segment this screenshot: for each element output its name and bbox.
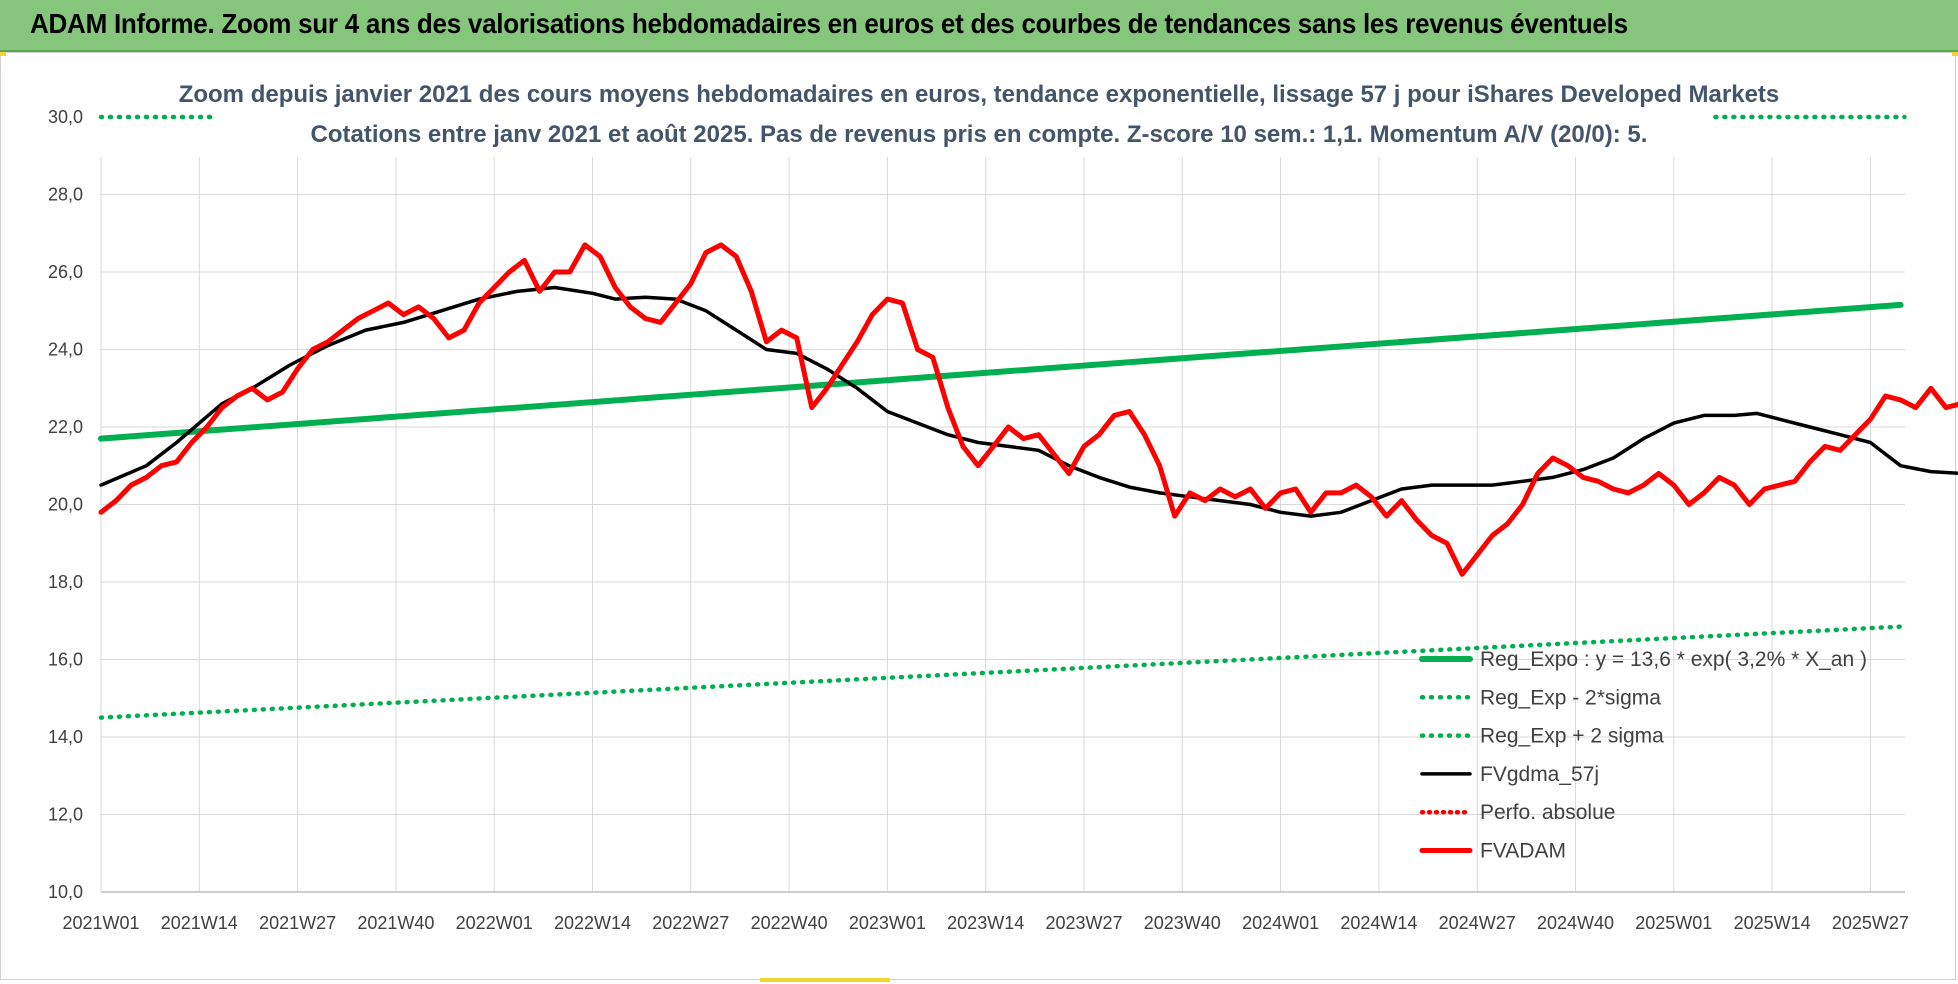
- y-tick-label: 22,0: [48, 417, 83, 437]
- x-tick-label: 2023W27: [1045, 913, 1122, 933]
- y-tick-label: 24,0: [48, 340, 83, 360]
- chart-grid: [100, 157, 1905, 893]
- x-tick-label: 2025W14: [1734, 913, 1811, 933]
- x-axis-labels: 2021W01 2021W14 2021W27 2021W40 2022W01 2022W…: [62, 913, 1908, 933]
- y-tick-label: 20,0: [48, 495, 83, 515]
- series-line-fvadam: [98, 242, 1958, 577]
- series-line-fvgdma-57j: [99, 285, 1958, 518]
- legend-label: Reg_Exp - 2*sigma: [1480, 686, 1661, 709]
- y-tick-label: 28,0: [48, 185, 83, 205]
- bottom-accent: [760, 978, 890, 982]
- x-tick-label: 2022W14: [554, 913, 631, 933]
- x-tick-label: 2023W01: [849, 913, 926, 933]
- y-tick-label: 16,0: [48, 650, 83, 670]
- x-tick-label: 2021W40: [357, 913, 434, 933]
- y-tick-label: 10,0: [48, 882, 83, 902]
- x-tick-label: 2023W40: [1144, 913, 1221, 933]
- x-tick-label: 2023W14: [947, 913, 1024, 933]
- legend-label: Reg_Expo : y = 13,6 * exp( 3,2% * X_an ): [1480, 648, 1867, 671]
- x-tick-label: 2024W01: [1242, 913, 1319, 933]
- y-tick-label: 12,0: [48, 805, 83, 825]
- legend-label: FVADAM: [1480, 840, 1566, 863]
- x-tick-label: 2024W14: [1340, 913, 1417, 933]
- x-tick-label: 2024W40: [1537, 913, 1614, 933]
- series-line-reg-exp: [98, 624, 1903, 720]
- y-tick-label: 26,0: [48, 262, 83, 282]
- legend-label: Reg_Exp + 2 sigma: [1480, 725, 1664, 748]
- x-tick-label: 2021W27: [259, 913, 336, 933]
- chart-subtitle: Cotations entre janv 2021 et août 2025. …: [311, 121, 1648, 148]
- y-tick-label: 30,0: [48, 107, 83, 127]
- x-tick-label: 2022W27: [652, 913, 729, 933]
- y-axis-labels: 10,0 12,0 14,0 16,0 18,0 20,0 22,0 24,0 26,0 28,0…: [48, 107, 83, 902]
- chart-title: Zoom depuis janvier 2021 des cours moyen…: [179, 81, 1780, 108]
- y-tick-label: 14,0: [48, 727, 83, 747]
- x-tick-label: 2021W01: [62, 913, 139, 933]
- x-tick-label: 2022W40: [751, 913, 828, 933]
- legend-label: FVgdma_57j: [1480, 763, 1599, 786]
- x-tick-label: 2024W27: [1439, 913, 1516, 933]
- legend-label: Perfo. absolue: [1480, 801, 1615, 824]
- x-tick-label: 2025W01: [1635, 913, 1712, 933]
- x-tick-label: 2022W01: [456, 913, 533, 933]
- series-line-reg-expo: [98, 301, 1904, 442]
- chart-series: [98, 114, 1958, 720]
- chart-legend: Reg_Expo : y = 13,6 * exp( 3,2% * X_an )…: [1419, 648, 1867, 863]
- x-tick-label: 2025W27: [1832, 913, 1909, 933]
- y-tick-label: 18,0: [48, 572, 83, 592]
- left-accent: [0, 52, 6, 56]
- banner-title: ADAM Informe. Zoom sur 4 ans des valoris…: [30, 8, 1628, 39]
- chart-frame: [0, 52, 1956, 980]
- right-accent: [1952, 52, 1958, 56]
- title-banner: ADAM Informe. Zoom sur 4 ans des valoris…: [0, 0, 1958, 52]
- x-tick-label: 2021W14: [161, 913, 238, 933]
